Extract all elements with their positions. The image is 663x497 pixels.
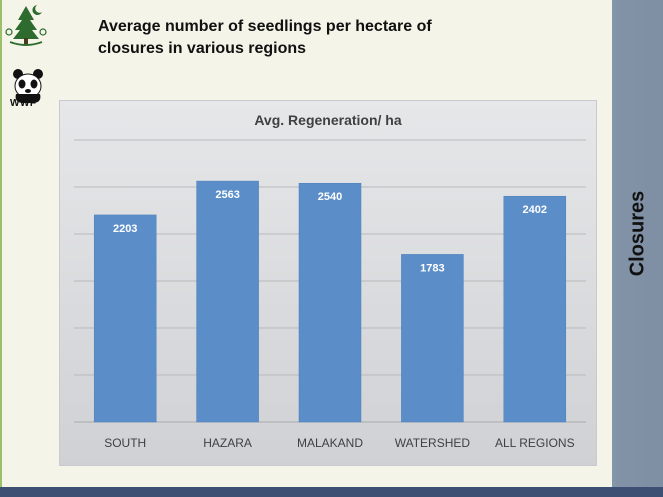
x-tick-label: MALAKAND [297, 436, 363, 450]
x-tick-label: WATERSHED [395, 436, 471, 450]
bar-all-regions [503, 195, 567, 423]
bar-hazara [196, 180, 259, 423]
x-tick-label: SOUTH [104, 436, 146, 450]
bar-south [93, 214, 157, 423]
slide-title-line-1: Average number of seedlings per hectare … [98, 18, 432, 35]
bottom-accent-rule [0, 487, 663, 497]
side-title: Closures [612, 0, 663, 487]
chart-area: Avg. Regeneration/ ha 2203 SOUTH 2563 HAZAR… [59, 100, 597, 466]
bar-watershed [401, 254, 464, 423]
x-tick-label: ALL REGIONS [495, 436, 575, 450]
bar-value-label: 2402 [523, 204, 547, 216]
wwf-wordmark: WWF [10, 98, 37, 109]
chart-title: Avg. Regeneration/ ha [254, 112, 402, 128]
side-title-text: Closures [626, 190, 648, 277]
bar-value-label: 2563 [215, 189, 239, 201]
bar-value-label: 1783 [420, 262, 444, 274]
slide-title-line-2: closures in various regions [98, 40, 307, 57]
bar-value-label: 2203 [113, 223, 137, 235]
bar-malakand [298, 182, 362, 423]
bar-value-label: 2540 [318, 191, 342, 203]
slide-title: Average number of seedlings per hectare … [98, 16, 518, 60]
x-tick-label: HAZARA [203, 436, 252, 450]
side-band [612, 0, 663, 487]
left-accent-rule [0, 0, 2, 497]
emblem-icon [5, 5, 47, 46]
panda-icon [13, 69, 43, 103]
bar-chart: 2203 SOUTH 2563 HAZARA 2540 MALAKAND 1783 WATER… [74, 139, 586, 450]
